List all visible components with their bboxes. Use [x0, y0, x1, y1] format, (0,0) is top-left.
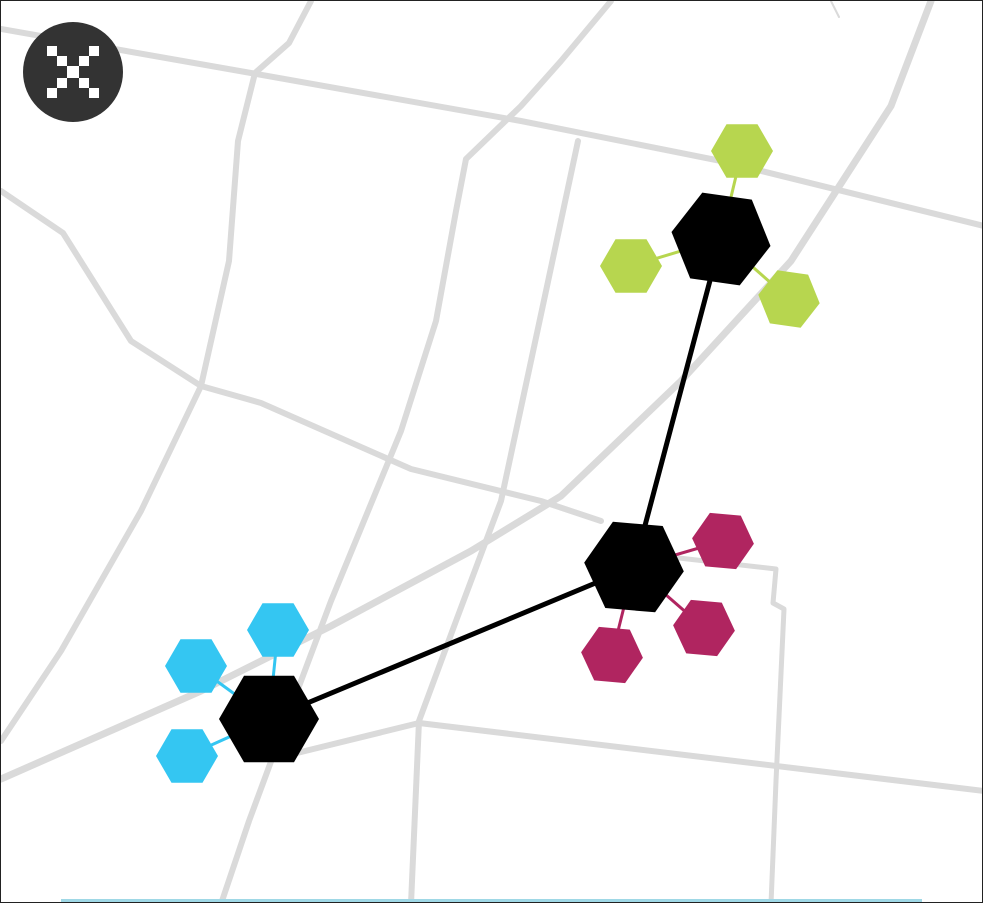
satellite-node[interactable] — [673, 599, 735, 657]
hub-node[interactable] — [671, 192, 771, 286]
cluster-link — [268, 564, 635, 722]
satellite-node[interactable] — [711, 124, 773, 178]
road — [1, 188, 604, 524]
road — [294, 720, 982, 794]
close-button[interactable] — [23, 22, 123, 122]
satellite-node[interactable] — [600, 239, 662, 293]
green-cluster[interactable] — [600, 124, 820, 328]
cluster-link — [631, 238, 724, 568]
satellite-node[interactable] — [758, 270, 820, 328]
satellite-node[interactable] — [692, 512, 754, 570]
close-icon — [47, 46, 99, 98]
blue-cluster[interactable] — [156, 603, 319, 783]
magenta-cluster[interactable] — [581, 512, 754, 684]
road — [1, 1, 314, 744]
bottom-edge-strip — [61, 899, 922, 902]
satellite-node[interactable] — [247, 603, 309, 657]
road — [830, 1, 840, 18]
satellite-node[interactable] — [581, 626, 643, 684]
road — [1, 1, 935, 783]
road — [1, 26, 982, 229]
hub-node[interactable] — [219, 675, 319, 763]
hub-node[interactable] — [584, 521, 684, 613]
satellite-node[interactable] — [165, 639, 227, 693]
road — [658, 553, 787, 902]
satellite-node[interactable] — [156, 729, 218, 783]
road — [408, 138, 581, 902]
node-layer — [156, 124, 820, 783]
link-layer — [268, 238, 724, 722]
